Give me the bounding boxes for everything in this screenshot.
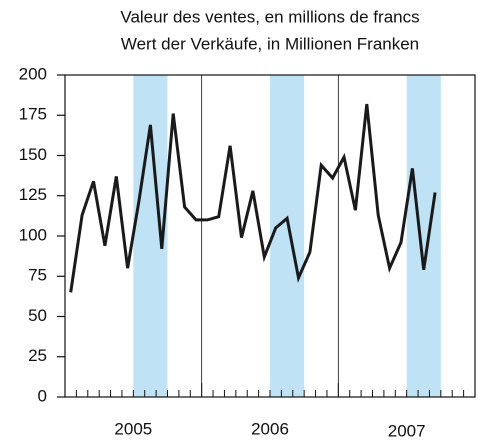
y-tick-label: 50 [28, 306, 47, 325]
y-tick-label: 100 [19, 225, 47, 244]
highlight-band [406, 75, 441, 397]
y-tick-label: 0 [38, 386, 47, 405]
y-tick-label: 75 [28, 266, 47, 285]
y-tick-label: 25 [28, 346, 47, 365]
y-tick-label: 150 [19, 145, 47, 164]
y-tick-label: 175 [19, 105, 47, 124]
data-line [69, 103, 437, 293]
x-year-label: 2005 [114, 419, 152, 438]
y-tick-label: 200 [19, 64, 47, 83]
chart-title: Valeur des ventes, en millions de francs [120, 7, 419, 26]
chart-subtitle: Wert der Verkäufe, in Millionen Franken [121, 34, 419, 53]
x-year-label: 2006 [251, 419, 289, 438]
highlight-band [270, 75, 305, 397]
x-year-label: 2007 [388, 421, 426, 440]
y-tick-label: 125 [19, 185, 47, 204]
